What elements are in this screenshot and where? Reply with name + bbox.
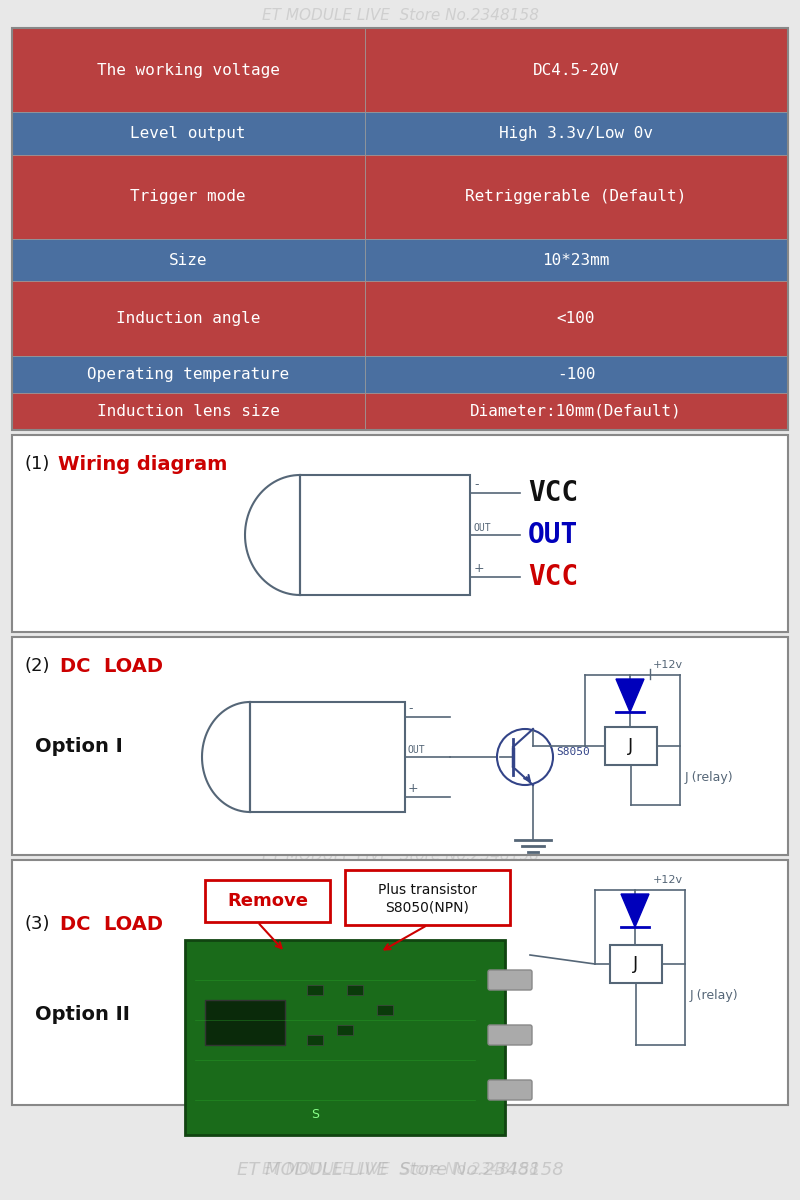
Bar [205, 1000, 285, 1045]
Text: ET MODULE LIVE  Store No.2348158: ET MODULE LIVE Store No.2348158 [262, 1013, 538, 1027]
Text: (3): (3) [25, 914, 50, 934]
Bar [12, 434, 788, 632]
Text: Retriggerable (Default): Retriggerable (Default) [466, 190, 686, 204]
Bar [12, 28, 788, 430]
Bar [365, 355, 788, 392]
Text: ET MODULE LIVE  Store No.2348158: ET MODULE LIVE Store No.2348158 [237, 1162, 563, 1178]
Text: J: J [634, 955, 638, 973]
Text: <100: <100 [557, 311, 595, 326]
Bar [205, 880, 330, 922]
Text: VCC: VCC [528, 563, 578, 590]
Text: -: - [474, 478, 478, 491]
Text: The working voltage: The working voltage [97, 62, 279, 78]
Text: J (relay): J (relay) [690, 989, 738, 1002]
Text: (2): (2) [25, 658, 50, 674]
Circle shape [497, 728, 553, 785]
Bar [347, 985, 363, 995]
Bar [610, 946, 662, 983]
Text: J (relay): J (relay) [685, 770, 734, 784]
Text: Induction lens size: Induction lens size [97, 404, 279, 419]
Bar [365, 392, 788, 430]
Text: +: + [474, 562, 485, 575]
Text: Option II: Option II [35, 1006, 130, 1024]
Text: DC  LOAD: DC LOAD [60, 914, 163, 934]
Text: Diameter:10mm(Default): Diameter:10mm(Default) [470, 404, 682, 419]
Bar [365, 239, 788, 281]
Bar [300, 475, 470, 595]
Bar [185, 940, 505, 1135]
Text: S8050(NPN): S8050(NPN) [386, 900, 470, 914]
Bar [12, 637, 788, 854]
Bar [345, 870, 510, 925]
Text: Level output: Level output [130, 126, 246, 140]
Text: Induction angle: Induction angle [116, 311, 260, 326]
Bar [337, 1025, 353, 1034]
Text: +12v: +12v [653, 875, 683, 886]
Text: (1): (1) [25, 455, 50, 473]
Text: Option I: Option I [35, 737, 122, 756]
Bar [365, 281, 788, 355]
Text: High 3.3v/Low 0v: High 3.3v/Low 0v [499, 126, 653, 140]
Bar [307, 985, 323, 995]
Text: Size: Size [169, 252, 207, 268]
Text: Remove: Remove [227, 892, 308, 910]
Text: +12v: +12v [653, 660, 683, 670]
Text: ET MODULE LIVE  Store No.2348158: ET MODULE LIVE Store No.2348158 [262, 1163, 538, 1177]
Bar [250, 702, 405, 812]
Text: +: + [408, 782, 418, 794]
Text: 10*23mm: 10*23mm [542, 252, 610, 268]
Text: ET MODULE LIVE  Store No.2348158: ET MODULE LIVE Store No.2348158 [262, 522, 538, 538]
Bar [12, 392, 365, 430]
FancyBboxPatch shape [488, 970, 532, 990]
Bar [12, 113, 365, 155]
Text: Trigger mode: Trigger mode [130, 190, 246, 204]
Text: -100: -100 [557, 367, 595, 382]
Text: OUT: OUT [408, 745, 426, 755]
Text: DC  LOAD: DC LOAD [60, 658, 163, 676]
Text: OUT: OUT [474, 523, 492, 533]
Bar [12, 860, 788, 1105]
Text: Operating temperature: Operating temperature [87, 367, 289, 382]
Bar [12, 239, 365, 281]
Text: DC4.5-20V: DC4.5-20V [533, 62, 619, 78]
Bar [365, 155, 788, 239]
Text: OUT: OUT [528, 521, 578, 550]
Text: VCC: VCC [528, 479, 578, 506]
Bar [12, 281, 365, 355]
Bar [365, 113, 788, 155]
Bar [12, 355, 365, 392]
Text: ET MODULE LIVE  Store No.2348158: ET MODULE LIVE Store No.2348158 [262, 337, 538, 353]
Bar [12, 28, 365, 113]
Text: S8050: S8050 [556, 746, 590, 757]
FancyBboxPatch shape [488, 1080, 532, 1100]
FancyBboxPatch shape [488, 1025, 532, 1045]
Text: ET MODULE LIVE  Store No.2348158: ET MODULE LIVE Store No.2348158 [262, 692, 538, 708]
Bar [365, 28, 788, 113]
Text: Plus transistor: Plus transistor [378, 882, 477, 896]
Bar [377, 1006, 393, 1015]
Text: ET MODULE LIVE  Store No.2348158: ET MODULE LIVE Store No.2348158 [262, 847, 538, 863]
Text: Wiring diagram: Wiring diagram [58, 455, 227, 474]
Text: ET MODULE LIVE  Store No.2348158: ET MODULE LIVE Store No.2348158 [262, 7, 538, 23]
Bar [12, 155, 365, 239]
Text: ET MODULE LIVE  Store No.2348158: ET MODULE LIVE Store No.2348158 [262, 157, 538, 173]
Polygon shape [621, 894, 649, 926]
Bar [307, 1034, 323, 1045]
Text: J: J [628, 737, 634, 755]
Polygon shape [616, 679, 644, 712]
Text: S: S [311, 1109, 319, 1122]
Bar [605, 727, 657, 766]
Text: -: - [408, 702, 413, 715]
